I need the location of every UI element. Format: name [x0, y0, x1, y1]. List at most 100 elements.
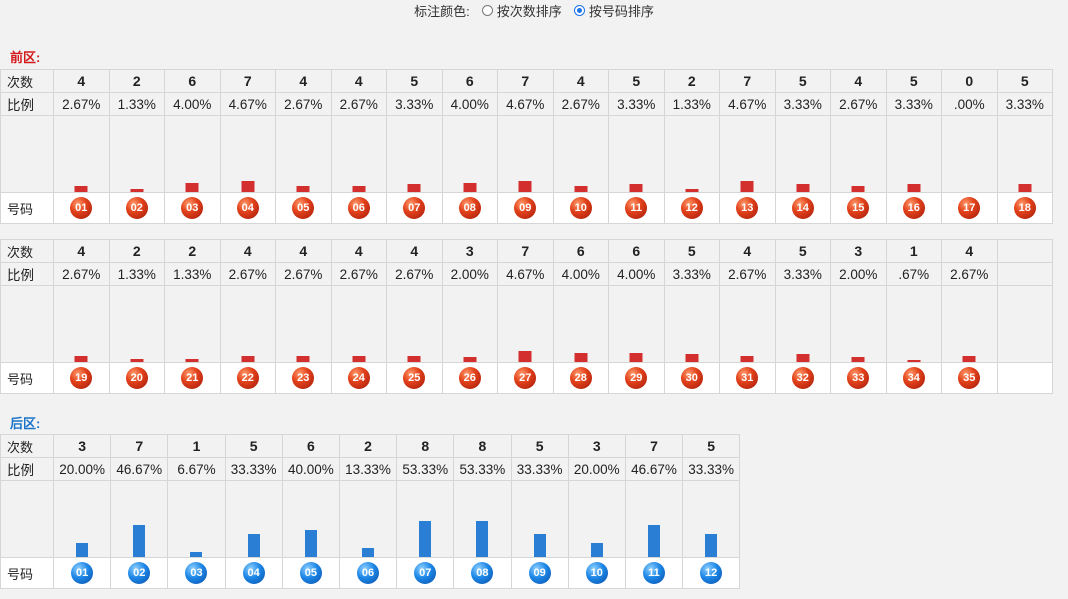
back-ball-03[interactable]: 03 — [185, 562, 208, 584]
front-row1-ball-02[interactable]: 02 — [125, 197, 148, 219]
back-ball-11[interactable]: 11 — [642, 562, 665, 584]
front-row1-ball-10[interactable]: 10 — [569, 197, 592, 219]
back-count-row: 次数 3 7 1 5 6 2 8 8 5 3 7 5 — [0, 434, 741, 458]
front-row1-count-cell: 5 — [885, 69, 942, 93]
back-number-cell: 07 — [396, 557, 455, 589]
front-row1-count-cell: 2 — [663, 69, 720, 93]
back-ball-07[interactable]: 07 — [414, 562, 437, 584]
back-ball-12[interactable]: 12 — [700, 562, 723, 584]
sort-by-number-option[interactable]: 按号码排序 — [573, 1, 654, 20]
front-row1-ball-11[interactable]: 11 — [625, 197, 648, 219]
front-row2-ball-35[interactable]: 35 — [958, 367, 981, 389]
color-mode-label: 标注颜色: — [414, 3, 470, 19]
back-ball-06[interactable]: 06 — [357, 562, 380, 584]
front-row1-ball-17[interactable]: 17 — [958, 197, 981, 219]
front-row2-ball-34[interactable]: 34 — [902, 367, 925, 389]
front-row2-ball-25[interactable]: 25 — [403, 367, 426, 389]
front-row1-ball-09[interactable]: 09 — [514, 197, 537, 219]
front-row2-bar-cell — [497, 285, 554, 363]
front-row1-ball-15[interactable]: 15 — [847, 197, 870, 219]
back-ball-05[interactable]: 05 — [299, 562, 322, 584]
back-bar-cell — [338, 480, 398, 558]
front-row2-ball-26[interactable]: 26 — [458, 367, 481, 389]
front-row2-ball-23[interactable]: 23 — [292, 367, 315, 389]
front-row1-number-cell: 12 — [663, 192, 720, 224]
front-row1-number-cell: 17 — [941, 192, 998, 224]
front-row1-bar-cell — [441, 115, 498, 193]
front-row1-bar-cell — [108, 115, 165, 193]
front-row1-ball-18[interactable]: 18 — [1013, 197, 1036, 219]
front-row1-ball-06[interactable]: 06 — [347, 197, 370, 219]
front-row1-number-cell: 18 — [996, 192, 1053, 224]
front-row2-ball-28[interactable]: 28 — [569, 367, 592, 389]
front-row2-bar-cell — [663, 285, 720, 363]
front-row1-count-cell: 4 — [330, 69, 387, 93]
back-bar-cell — [567, 480, 626, 558]
front-row1-count-cell: 0 — [941, 69, 998, 93]
front-row1-ball-07[interactable]: 07 — [403, 197, 426, 219]
front-row1-ball-04[interactable]: 04 — [236, 197, 259, 219]
front-row1-ball-08[interactable]: 08 — [458, 197, 481, 219]
back-ratio-cell: 46.67% — [624, 457, 684, 481]
front-row1-bar-cell — [996, 115, 1053, 193]
front-row2-number-cell: 31 — [719, 362, 776, 394]
front-row2-number-cell: 24 — [330, 362, 387, 394]
front-row1-ball-03[interactable]: 03 — [181, 197, 204, 219]
back-ball-01[interactable]: 01 — [71, 562, 94, 584]
sort-by-number-radio[interactable] — [573, 4, 585, 16]
back-count-cell: 1 — [167, 434, 226, 458]
back-bar — [476, 521, 489, 557]
front-row2-bar-cell — [608, 285, 665, 363]
front-row2-ball-31[interactable]: 31 — [736, 367, 759, 389]
front-row2-ratio-cell: 2.67% — [275, 262, 332, 286]
front-row2-number-cell: 25 — [386, 362, 443, 394]
front-row2-ball-21[interactable]: 21 — [181, 367, 204, 389]
front-row2-ball-29[interactable]: 29 — [625, 367, 648, 389]
back-number-cell: 11 — [624, 557, 684, 589]
back-count-label: 次数 — [0, 434, 54, 458]
back-ball-10[interactable]: 10 — [585, 562, 608, 584]
front-row1-bar — [851, 186, 865, 192]
front-row1-ball-16[interactable]: 16 — [902, 197, 925, 219]
back-number-cell: 04 — [224, 557, 283, 589]
sort-by-count-radio[interactable] — [481, 4, 493, 16]
front-row1-number-cell: 04 — [219, 192, 276, 224]
front-row1-ball-13[interactable]: 13 — [736, 197, 759, 219]
back-bar-cell — [453, 480, 512, 558]
front-row1-bar-row — [0, 115, 1053, 193]
front-row1-bar — [796, 184, 810, 192]
back-bar — [76, 543, 89, 557]
back-ball-08[interactable]: 08 — [471, 562, 494, 584]
back-ball-09[interactable]: 09 — [528, 562, 551, 584]
front-row1-ratio-cell: 1.33% — [663, 92, 720, 116]
front-row2-ball-19[interactable]: 19 — [70, 367, 93, 389]
front-row1-ball-14[interactable]: 14 — [791, 197, 814, 219]
front-row1-bar — [685, 189, 699, 192]
front-row2-count-cell: 6 — [608, 239, 665, 263]
front-row1-ratio-cell: 4.00% — [441, 92, 498, 116]
front-row2-bar-cell — [275, 285, 332, 363]
back-bar-cell — [396, 480, 455, 558]
front-row2-ball-24[interactable]: 24 — [347, 367, 370, 389]
front-row2-ball-20[interactable]: 20 — [125, 367, 148, 389]
back-ratio-cell: 53.33% — [453, 457, 512, 481]
front-row2-ball-27[interactable]: 27 — [514, 367, 537, 389]
front-row1-ball-05[interactable]: 05 — [292, 197, 315, 219]
front-row2-count-cell: 5 — [663, 239, 720, 263]
sort-by-count-option[interactable]: 按次数排序 — [481, 1, 562, 20]
front-row2-ball-33[interactable]: 33 — [847, 367, 870, 389]
back-ball-02[interactable]: 02 — [128, 562, 151, 584]
front-row2-ball-22[interactable]: 22 — [236, 367, 259, 389]
front-row1-ratio-cell: 2.67% — [53, 92, 110, 116]
front-row1-ball-01[interactable]: 01 — [70, 197, 93, 219]
front-row1-count-cell: 5 — [774, 69, 831, 93]
front-row1-ball-12[interactable]: 12 — [680, 197, 703, 219]
front-row1-ratio-row: 比例 2.67% 1.33% 4.00% 4.67% 2.67% 2.67% 3.33% 4.0… — [0, 92, 1053, 116]
back-bar — [647, 525, 660, 557]
front-row2-count-cell: 4 — [53, 239, 110, 263]
back-ball-04[interactable]: 04 — [242, 562, 265, 584]
front-row2-ball-32[interactable]: 32 — [791, 367, 814, 389]
back-bar-cell — [110, 480, 169, 558]
front-row2-count-cell: 4 — [219, 239, 276, 263]
front-row2-ball-30[interactable]: 30 — [680, 367, 703, 389]
